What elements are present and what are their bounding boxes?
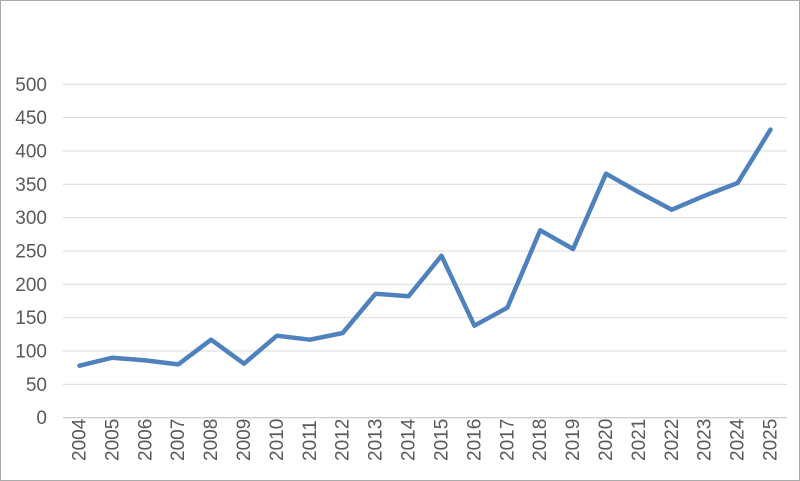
x-axis-tick-label: 2004 xyxy=(70,418,91,461)
x-axis-tick-label: 2014 xyxy=(399,418,420,461)
x-axis-tick-label: 2018 xyxy=(530,419,551,461)
x-axis-tick-label: 2022 xyxy=(662,419,683,461)
y-axis-tick-label: 450 xyxy=(15,108,47,129)
x-axis-tick-label: 2017 xyxy=(497,419,518,461)
x-axis-tick-label: 2020 xyxy=(596,419,617,461)
x-axis-tick-label: 2005 xyxy=(102,419,123,461)
y-axis-tick-label: 250 xyxy=(15,242,47,263)
x-axis-tick-label: 2019 xyxy=(563,419,584,461)
x-axis-tick-label: 2009 xyxy=(234,419,255,461)
x-axis-tick-label: 2015 xyxy=(432,419,453,461)
y-axis-tick-label: 0 xyxy=(36,408,47,429)
y-axis-tick-label: 200 xyxy=(15,275,47,296)
x-axis-tick-label: 2023 xyxy=(695,419,716,461)
y-axis-tick-label: 300 xyxy=(15,208,47,229)
x-axis-tick-label: 2007 xyxy=(168,419,189,461)
x-axis-tick-label: 2021 xyxy=(629,419,650,461)
y-axis-tick-label: 500 xyxy=(15,75,47,96)
y-axis-tick-label: 150 xyxy=(15,308,47,329)
x-axis-tick-label: 2012 xyxy=(333,419,354,461)
y-axis-tick-label: 50 xyxy=(26,375,47,396)
x-axis-tick-label: 2008 xyxy=(201,419,222,461)
x-axis-tick-label: 2010 xyxy=(267,419,288,461)
y-axis-tick-label: 350 xyxy=(15,175,47,196)
x-axis-tick-label: 2025 xyxy=(761,419,782,461)
y-axis-tick-label: 400 xyxy=(15,142,47,163)
x-axis-tick-label: 2016 xyxy=(464,419,485,461)
x-axis-tick-label: 2011 xyxy=(300,420,321,461)
x-axis-tick-label: 2006 xyxy=(135,419,156,461)
y-axis-tick-label: 100 xyxy=(15,342,47,363)
data-series-line xyxy=(77,127,773,368)
x-axis-tick-label: 2024 xyxy=(728,418,749,461)
x-axis-tick-label: 2013 xyxy=(366,419,387,461)
